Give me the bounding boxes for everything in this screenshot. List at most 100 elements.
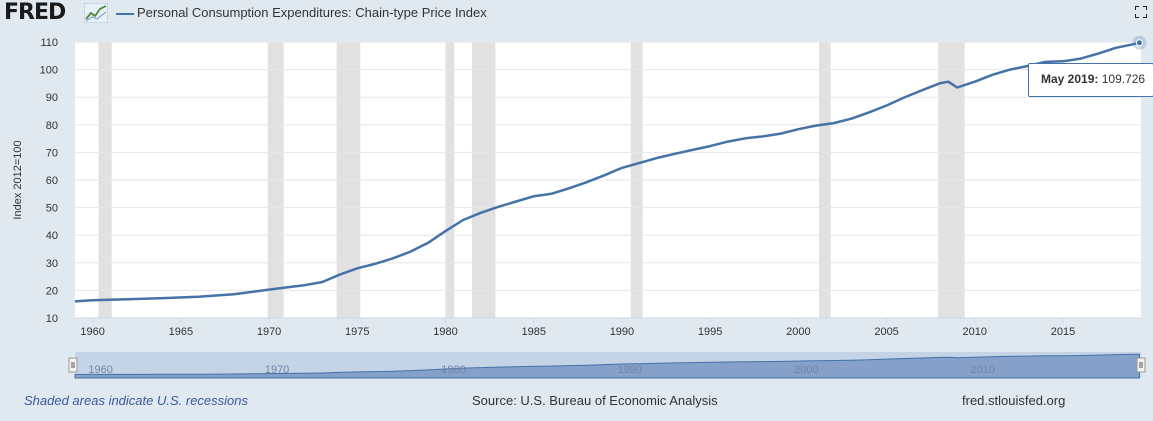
- data-point: [850, 118, 852, 120]
- tooltip-value: 109.726: [1101, 72, 1146, 86]
- y-axis-label: Index 2012=100: [12, 140, 24, 219]
- data-point: [921, 89, 923, 91]
- data-point: [991, 74, 993, 76]
- y-tick-label: 80: [46, 120, 58, 132]
- x-tick-label: 1960: [80, 326, 104, 338]
- y-tick-label: 90: [46, 92, 58, 104]
- y-tick-label: 30: [46, 258, 58, 270]
- navigator-label: 1980: [441, 364, 465, 376]
- x-tick-label: 1980: [433, 326, 457, 338]
- data-point: [603, 174, 605, 176]
- x-tick-label: 1995: [698, 326, 722, 338]
- x-tick-label: 2015: [1051, 326, 1075, 338]
- fred-logo[interactable]: FRED: [4, 0, 66, 25]
- source-text: Source: U.S. Bureau of Economic Analysis: [472, 393, 718, 408]
- data-point: [1079, 57, 1081, 59]
- y-tick-label: 50: [46, 203, 58, 215]
- y-tick-label: 100: [40, 65, 58, 77]
- data-point: [127, 298, 129, 300]
- data-point: [832, 122, 834, 124]
- hover-marker[interactable]: [1135, 39, 1143, 47]
- data-point: [1115, 47, 1117, 49]
- data-point: [480, 212, 482, 214]
- data-point: [462, 219, 464, 221]
- data-point: [286, 286, 288, 288]
- data-point: [797, 128, 799, 130]
- y-tick-label: 40: [46, 230, 58, 242]
- data-point: [956, 86, 958, 88]
- data-point: [903, 96, 905, 98]
- fred-graph-icon: [84, 3, 108, 23]
- data-point: [533, 195, 535, 197]
- series-title[interactable]: Personal Consumption Expenditures: Chain…: [137, 5, 487, 20]
- chart-header: FRED Personal Consumption Expenditures: …: [0, 0, 1153, 30]
- navigator-left-handle[interactable]: [68, 357, 78, 373]
- data-point: [762, 135, 764, 137]
- navigator-label: 1990: [618, 364, 642, 376]
- data-point: [409, 251, 411, 253]
- data-point: [780, 132, 782, 134]
- data-point: [691, 149, 693, 151]
- data-point: [656, 157, 658, 159]
- x-tick-label: 2005: [874, 326, 898, 338]
- y-tick-label: 10: [46, 313, 58, 325]
- series-line[interactable]: [74, 41, 1140, 303]
- data-point: [321, 281, 323, 283]
- data-point: [868, 111, 870, 113]
- data-point: [638, 162, 640, 164]
- data-point: [515, 200, 517, 202]
- site-link[interactable]: fred.stlouisfed.org: [962, 393, 1066, 408]
- x-tick-label: 1965: [169, 326, 193, 338]
- data-point: [338, 273, 340, 275]
- x-tick-label: 1970: [257, 326, 281, 338]
- data-tooltip: May 2019: 109.726: [1028, 63, 1153, 97]
- x-tick-label: 1985: [521, 326, 545, 338]
- data-point: [497, 206, 499, 208]
- data-point: [585, 181, 587, 183]
- data-point: [444, 230, 446, 232]
- navigator-label: 1970: [265, 364, 289, 376]
- y-tick-label: 20: [46, 285, 58, 297]
- data-point: [391, 257, 393, 259]
- tooltip-date: May 2019:: [1041, 72, 1099, 86]
- y-tick-label: 110: [40, 37, 58, 49]
- data-point: [947, 81, 949, 83]
- data-point: [356, 267, 358, 269]
- y-tick-label: 60: [46, 175, 58, 187]
- data-point: [1097, 52, 1099, 54]
- data-point: [709, 145, 711, 147]
- data-point: [727, 140, 729, 142]
- y-axis-ticks: 10 20 30 40 50 60 70 80 90 100 110: [40, 37, 58, 325]
- data-point: [374, 263, 376, 265]
- data-point: [974, 81, 976, 83]
- data-point: [621, 167, 623, 169]
- legend-line-swatch: [116, 13, 134, 15]
- data-point: [91, 299, 93, 301]
- data-point: [885, 104, 887, 106]
- data-point: [303, 284, 305, 286]
- data-point: [815, 124, 817, 126]
- data-point: [938, 82, 940, 84]
- navigator-label: 2000: [794, 364, 818, 376]
- navigator-label: 2010: [971, 364, 995, 376]
- data-point: [197, 296, 199, 298]
- x-tick-label: 2010: [963, 326, 987, 338]
- tooltip-text: May 2019: 109.726: [1041, 72, 1145, 86]
- data-point: [674, 153, 676, 155]
- data-point: [550, 193, 552, 195]
- navigator-series-area: [74, 353, 1140, 379]
- data-point: [74, 300, 76, 302]
- x-axis-ticks: 1960 1965 1970 1975 1980 1985 1990 1995 2000 2005…: [80, 318, 1075, 338]
- recession-note[interactable]: Shaded areas indicate U.S. recessions: [24, 393, 249, 408]
- x-tick-label: 1975: [345, 326, 369, 338]
- x-tick-label: 2000: [786, 326, 810, 338]
- navigator-label: 1960: [88, 364, 112, 376]
- navigator-right-handle[interactable]: [1136, 357, 1146, 373]
- data-point: [162, 297, 164, 299]
- data-point: [744, 137, 746, 139]
- x-tick-label: 1990: [610, 326, 634, 338]
- data-point: [1009, 68, 1011, 70]
- data-point: [268, 288, 270, 290]
- data-point: [427, 242, 429, 244]
